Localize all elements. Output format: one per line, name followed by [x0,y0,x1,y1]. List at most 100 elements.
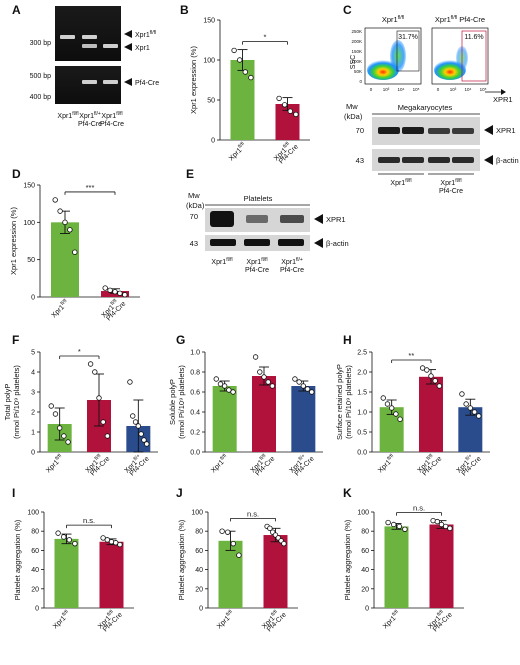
data-point [242,69,248,75]
y-tick-label: 1.5 [357,390,367,397]
chart-g: 0.0 0.2 0.4 0.6 0.8 1.0 Soluble polyP (nmol Pi/… [168,350,323,477]
data-point [130,413,136,419]
mw-marker: 70 [190,212,198,221]
data-point [62,219,68,226]
data-point [248,74,254,81]
flow-x-tick: 0 [370,87,373,92]
flow-gate [461,30,487,82]
flow-y-tick: 0 [359,79,362,84]
flow-title: Xpr1fl/fl Pf4-Cre [435,15,485,24]
data-point [471,409,478,415]
chart-f: 0 1 2 3 4 5 Total polyP (nmol Pi/10⁹ platelets)… [3,347,158,477]
blot-band [378,127,400,134]
data-point [261,374,267,380]
data-point [65,439,71,445]
data-point [219,528,225,534]
data-point [138,431,144,437]
blot-band [402,127,424,134]
data-point [252,354,259,360]
band-arrow-icon [124,78,132,86]
flow-y-tick: 100K [351,59,362,64]
flow-y-tick: 250K [351,29,362,34]
data-point [230,540,236,547]
y-tick-label: 50 [207,98,215,105]
data-point [213,376,219,382]
bar [54,538,79,608]
lane-genotype: Xpr1fl/fl [57,111,78,120]
category-genotype: Xpr1fl/fl [381,609,402,630]
bar [51,222,79,297]
y-tick-label: 60 [31,548,39,555]
bar [212,386,237,452]
y-tick-label: 1 [31,430,35,437]
category-genotype: Xpr1fl/fl [215,609,236,630]
data-point [117,290,123,296]
flow-gate-percent: 11.6% [464,34,483,41]
band-arrow-icon [484,125,493,135]
data-point [293,111,299,118]
blot-band [280,215,304,223]
group-genotype: Xpr1fl/fl [390,178,411,187]
flow-x-ticks: 0 10³ 10⁴ 10⁵ 0 10³ 10⁴ 10⁵ [370,87,487,92]
y-tick-label: 0 [31,450,35,457]
data-point [287,108,293,114]
data-point [424,367,430,373]
gel-bottom-marker: 400 bp [30,94,52,101]
category-genotype: Xpr1fl/fl [44,453,65,474]
y-tick-label: 0.0 [357,450,367,457]
data-point [402,526,408,532]
data-point [55,530,61,536]
bar [218,540,243,608]
data-point [281,540,287,547]
data-point [117,541,123,548]
panel-label-f: F [12,333,19,347]
data-point [438,521,445,528]
gel-bottom-band-label: Pf4-Cre [135,80,159,87]
flow-gate-percent: 31.7% [398,34,418,41]
data-point [434,518,440,525]
gel-bottom: 500 bp 400 bp Pf4-Cre [30,66,159,104]
data-point [100,535,106,541]
bar [230,60,255,140]
significance-label: n.s. [83,516,95,525]
panel-label-g: G [176,333,185,347]
gel-bottom-background [55,66,121,104]
y-tick-label: 0.4 [190,410,200,417]
y-axis-label: Soluble polyP [168,379,177,425]
flow-x-tick: 10³ [383,87,390,92]
data-point [236,57,243,63]
y-tick-label: 0.2 [190,430,200,437]
flow-x-label: XPR1 [493,95,513,104]
data-point [72,249,78,255]
data-point [282,102,288,108]
blot-band-label: β-actin [496,156,519,165]
data-point [72,540,78,547]
flow-title: Xpr1fl/fl [382,15,404,24]
bar [419,376,443,452]
lane-cre: Pf4-Cre [78,121,102,128]
data-point [96,395,102,401]
data-point [443,523,449,530]
y-tick-label: 2.5 [357,350,367,357]
mw-unit: (kDa) [186,201,205,210]
y-axis-label: Xpr1 expression (%) [189,46,198,114]
data-point [127,379,133,385]
data-point [380,395,386,401]
data-point [432,378,438,384]
flow-x-tick: 10⁴ [465,87,472,92]
group-genotype: Xpr1fl/fl [440,178,461,187]
data-point [57,208,63,214]
blot-band [428,128,450,134]
y-axis-label: Platelet aggregation (%) [13,519,22,600]
significance-label: *** [86,183,95,192]
data-point [112,540,119,546]
y-tick-label: 80 [31,529,39,536]
group-genotype: Xpr1fl/fl [211,257,232,266]
lane-cre: Pf4-Cre [100,121,124,128]
y-axis-label: Total polyP [3,384,12,421]
y-tick-label: 3 [31,390,35,397]
chart-k: 0 20 40 60 80 100 Platelet aggregation (%) Xpr1… [343,504,464,633]
blot-band [452,157,474,163]
y-tick-label: 100 [27,510,39,517]
